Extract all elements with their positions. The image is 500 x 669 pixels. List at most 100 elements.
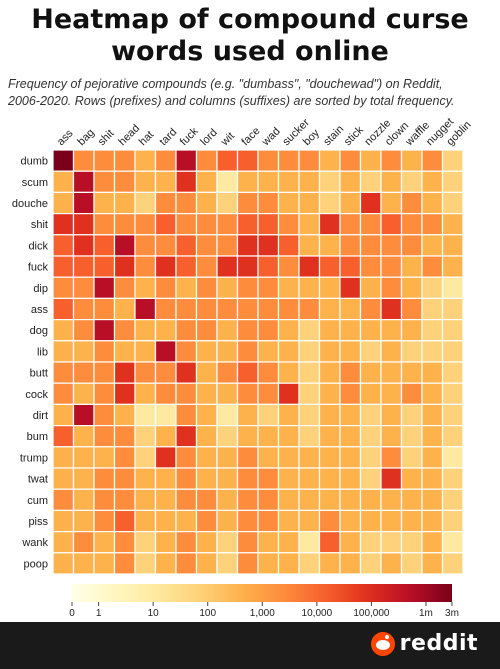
heatmap-cell bbox=[277, 425, 300, 448]
heatmap-cell bbox=[400, 297, 423, 321]
heatmap-cell bbox=[216, 403, 239, 427]
heatmap-cell bbox=[380, 297, 403, 321]
heatmap-cell bbox=[318, 361, 341, 384]
heatmap-cell bbox=[359, 382, 382, 406]
heatmap-cell bbox=[441, 446, 464, 469]
heatmap-cell bbox=[216, 170, 239, 193]
heatmap-cell bbox=[175, 213, 198, 236]
heatmap-cell bbox=[175, 297, 198, 321]
heatmap-cell bbox=[134, 340, 157, 363]
heatmap-cell bbox=[113, 234, 136, 257]
heatmap-cell bbox=[72, 361, 95, 384]
heatmap-cell bbox=[339, 361, 362, 384]
heatmap-cell bbox=[277, 361, 300, 384]
heatmap-cell bbox=[236, 530, 259, 554]
heatmap-cell bbox=[318, 425, 341, 448]
heatmap-cell bbox=[52, 488, 75, 512]
heatmap-cell bbox=[339, 403, 362, 427]
heatmap-cell bbox=[400, 509, 423, 533]
heatmap-cell bbox=[298, 255, 321, 278]
heatmap-cell bbox=[236, 297, 259, 321]
heatmap-cell bbox=[52, 509, 75, 533]
heatmap-cell bbox=[421, 530, 444, 554]
heatmap-cell bbox=[93, 276, 116, 300]
heatmap-cell bbox=[359, 340, 382, 363]
heatmap-cell bbox=[72, 382, 95, 406]
heatmap-cell bbox=[298, 297, 321, 321]
heatmap-cell bbox=[400, 149, 423, 172]
heatmap-cell bbox=[380, 425, 403, 448]
heatmap-cell bbox=[257, 446, 280, 469]
heatmap-cell bbox=[195, 213, 218, 236]
heatmap-cell bbox=[216, 340, 239, 363]
heatmap-cell bbox=[421, 149, 444, 172]
heatmap-cell bbox=[298, 213, 321, 236]
heatmap-cell bbox=[380, 191, 403, 215]
row-label-douche: douche bbox=[12, 198, 48, 210]
heatmap-cell bbox=[441, 425, 464, 448]
heatmap-cell bbox=[380, 234, 403, 257]
chart-subtitle-line-1: Frequency of pejorative compounds (e.g. … bbox=[8, 77, 443, 91]
heatmap-cell bbox=[52, 297, 75, 321]
heatmap-cell bbox=[72, 488, 95, 512]
column-label-fuck: fuck bbox=[178, 125, 201, 148]
heatmap-cell bbox=[380, 149, 403, 172]
heatmap-cell bbox=[339, 297, 362, 321]
heatmap-cell bbox=[154, 446, 177, 469]
heatmap-cell bbox=[277, 382, 300, 406]
heatmap-cell bbox=[72, 467, 95, 490]
heatmap-cell bbox=[216, 297, 239, 321]
heatmap-cell bbox=[154, 382, 177, 406]
heatmap-cell bbox=[195, 276, 218, 300]
row-label-piss: piss bbox=[28, 516, 48, 528]
heatmap-cell bbox=[339, 382, 362, 406]
heatmap-cell bbox=[359, 191, 382, 215]
heatmap-cell bbox=[318, 170, 341, 193]
heatmap-cell bbox=[359, 234, 382, 257]
heatmap-cell bbox=[421, 425, 444, 448]
heatmap-cell bbox=[421, 191, 444, 215]
row-label-shit: shit bbox=[31, 219, 48, 231]
heatmap-cell bbox=[134, 319, 157, 342]
heatmap-cell bbox=[257, 340, 280, 363]
heatmap-cell bbox=[175, 403, 198, 427]
heatmap-cell bbox=[154, 509, 177, 533]
heatmap-cell bbox=[400, 552, 423, 575]
heatmap-cell bbox=[134, 403, 157, 427]
heatmap-cell bbox=[257, 319, 280, 342]
heatmap-cell bbox=[257, 255, 280, 278]
heatmap-cell bbox=[339, 255, 362, 278]
heatmap-cell bbox=[298, 234, 321, 257]
heatmap-cell bbox=[175, 319, 198, 342]
heatmap-cell bbox=[441, 488, 464, 512]
heatmap-cell bbox=[195, 191, 218, 215]
heatmap-cell bbox=[421, 276, 444, 300]
heatmap-cell bbox=[400, 403, 423, 427]
heatmap-cell bbox=[72, 170, 95, 193]
heatmap-cell bbox=[195, 319, 218, 342]
heatmap-cell bbox=[216, 530, 239, 554]
heatmap-cell bbox=[257, 361, 280, 384]
heatmap-cell bbox=[400, 467, 423, 490]
heatmap-cell bbox=[257, 488, 280, 512]
heatmap-cell bbox=[113, 340, 136, 363]
heatmap-cell bbox=[154, 234, 177, 257]
heatmap-cell bbox=[359, 530, 382, 554]
heatmap-cell bbox=[318, 234, 341, 257]
heatmap-cell bbox=[277, 297, 300, 321]
heatmap-cell bbox=[298, 403, 321, 427]
heatmap-cell bbox=[400, 319, 423, 342]
row-label-dumb: dumb bbox=[20, 156, 48, 168]
heatmap-cell bbox=[339, 509, 362, 533]
row-label-dirt: dirt bbox=[33, 410, 48, 422]
heatmap-cell bbox=[236, 319, 259, 342]
reddit-logo: reddit bbox=[370, 631, 478, 656]
heatmap-cell bbox=[195, 467, 218, 490]
heatmap-cell bbox=[236, 467, 259, 490]
heatmap-cell bbox=[72, 191, 95, 215]
heatmap-cell bbox=[380, 403, 403, 427]
heatmap-cell bbox=[257, 509, 280, 533]
heatmap-cell bbox=[195, 382, 218, 406]
heatmap-cell bbox=[154, 297, 177, 321]
heatmap-cell bbox=[236, 276, 259, 300]
